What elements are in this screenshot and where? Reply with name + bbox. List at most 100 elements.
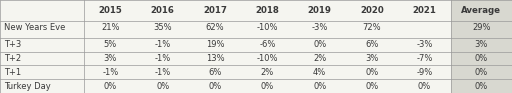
Text: 0%: 0% xyxy=(261,82,274,91)
Bar xyxy=(451,65,512,79)
Text: 0%: 0% xyxy=(475,54,488,63)
Bar xyxy=(398,52,451,65)
Bar xyxy=(346,0,398,21)
Text: 2%: 2% xyxy=(313,54,326,63)
Text: 0%: 0% xyxy=(156,82,169,91)
Bar xyxy=(293,52,346,65)
Bar xyxy=(398,34,451,38)
Bar xyxy=(346,34,398,38)
Bar xyxy=(451,79,512,93)
Bar xyxy=(293,0,346,21)
Text: 72%: 72% xyxy=(362,23,381,32)
Bar xyxy=(137,38,189,52)
Bar xyxy=(189,38,241,52)
Bar xyxy=(293,34,346,38)
Text: -1%: -1% xyxy=(155,40,171,49)
Bar xyxy=(241,21,293,34)
Text: 6%: 6% xyxy=(366,40,379,49)
Text: 6%: 6% xyxy=(208,68,222,77)
Text: 2015: 2015 xyxy=(98,6,122,15)
Bar xyxy=(451,21,512,34)
Text: 0%: 0% xyxy=(366,82,379,91)
Bar xyxy=(0,21,84,34)
Bar xyxy=(0,38,84,52)
Bar xyxy=(0,52,84,65)
Bar xyxy=(84,52,137,65)
Bar xyxy=(451,38,512,52)
Bar xyxy=(398,65,451,79)
Text: 3%: 3% xyxy=(366,54,379,63)
Bar xyxy=(346,65,398,79)
Bar xyxy=(189,65,241,79)
Bar xyxy=(346,21,398,34)
Bar xyxy=(0,34,84,38)
Bar xyxy=(0,79,84,93)
Bar xyxy=(241,65,293,79)
Bar xyxy=(137,0,189,21)
Text: 3%: 3% xyxy=(103,54,117,63)
Bar xyxy=(137,65,189,79)
Text: 0%: 0% xyxy=(475,68,488,77)
Text: 3%: 3% xyxy=(475,40,488,49)
Text: T+2: T+2 xyxy=(4,54,21,63)
Bar xyxy=(451,52,512,65)
Text: 2019: 2019 xyxy=(308,6,332,15)
Bar xyxy=(189,79,241,93)
Bar xyxy=(137,79,189,93)
Bar xyxy=(84,38,137,52)
Bar xyxy=(241,0,293,21)
Bar xyxy=(241,79,293,93)
Bar xyxy=(346,52,398,65)
Text: 2018: 2018 xyxy=(255,6,280,15)
Text: 2021: 2021 xyxy=(413,6,436,15)
Bar xyxy=(0,0,84,21)
Bar xyxy=(0,65,84,79)
Text: -9%: -9% xyxy=(416,68,433,77)
Text: Turkey Day: Turkey Day xyxy=(4,82,51,91)
Text: 2%: 2% xyxy=(261,68,274,77)
Text: -6%: -6% xyxy=(259,40,275,49)
Text: 0%: 0% xyxy=(104,82,117,91)
Bar xyxy=(241,38,293,52)
Bar xyxy=(189,0,241,21)
Bar xyxy=(189,21,241,34)
Text: -1%: -1% xyxy=(155,54,171,63)
Text: 0%: 0% xyxy=(208,82,222,91)
Bar xyxy=(241,52,293,65)
Text: 29%: 29% xyxy=(472,23,490,32)
Bar xyxy=(137,21,189,34)
Text: 0%: 0% xyxy=(475,82,488,91)
Bar xyxy=(84,0,137,21)
Text: -10%: -10% xyxy=(257,23,278,32)
Bar xyxy=(84,34,137,38)
Text: 35%: 35% xyxy=(154,23,172,32)
Bar xyxy=(84,65,137,79)
Text: New Years Eve: New Years Eve xyxy=(4,23,66,32)
Bar xyxy=(346,38,398,52)
Bar xyxy=(137,52,189,65)
Text: 2016: 2016 xyxy=(151,6,175,15)
Text: 0%: 0% xyxy=(313,40,326,49)
Text: T+1: T+1 xyxy=(4,68,21,77)
Bar xyxy=(398,79,451,93)
Text: Average: Average xyxy=(461,6,501,15)
Text: 2017: 2017 xyxy=(203,6,227,15)
Text: 13%: 13% xyxy=(206,54,224,63)
Text: 0%: 0% xyxy=(418,82,431,91)
Text: -3%: -3% xyxy=(416,40,433,49)
Bar xyxy=(398,0,451,21)
Bar xyxy=(293,38,346,52)
Bar xyxy=(189,34,241,38)
Text: 19%: 19% xyxy=(206,40,224,49)
Bar xyxy=(293,65,346,79)
Text: 0%: 0% xyxy=(313,82,326,91)
Text: 0%: 0% xyxy=(366,68,379,77)
Text: 4%: 4% xyxy=(313,68,326,77)
Text: 21%: 21% xyxy=(101,23,120,32)
Text: -1%: -1% xyxy=(155,68,171,77)
Bar xyxy=(137,34,189,38)
Bar xyxy=(398,21,451,34)
Text: T+3: T+3 xyxy=(4,40,22,49)
Bar xyxy=(293,21,346,34)
Text: -3%: -3% xyxy=(311,23,328,32)
